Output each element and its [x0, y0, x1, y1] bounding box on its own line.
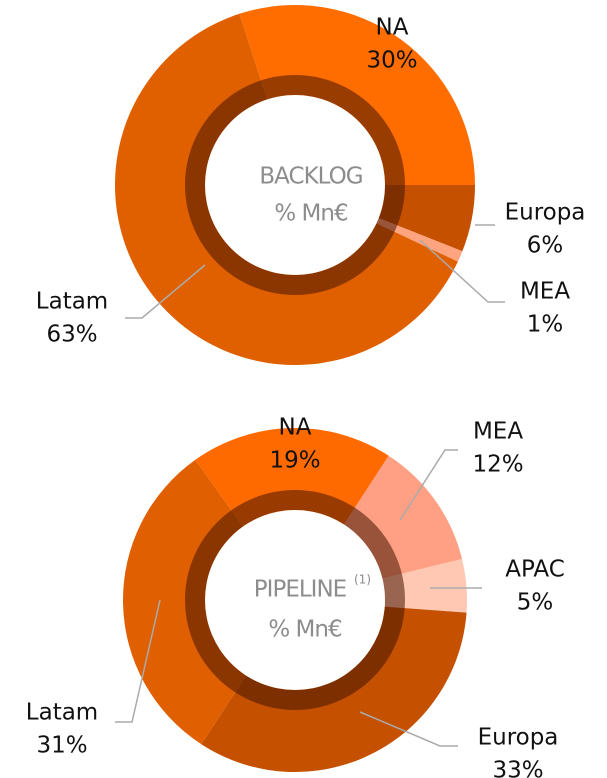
value-label: 1%	[527, 312, 564, 338]
hole	[205, 95, 385, 275]
value-label: 63%	[46, 322, 97, 348]
value-label: 12%	[472, 452, 523, 478]
slice-label: MEA	[473, 419, 523, 445]
leader	[125, 264, 206, 319]
slice-label: Europa	[505, 200, 586, 226]
slice-label: Europa	[478, 725, 559, 751]
center-sup: (1)	[354, 573, 371, 587]
value-label: 33%	[492, 758, 543, 778]
leader	[359, 711, 458, 747]
slice-label: NA	[279, 415, 312, 441]
leader	[399, 449, 458, 521]
value-label: 5%	[517, 590, 554, 616]
value-label: 6%	[527, 233, 564, 259]
inner-ring	[185, 75, 405, 295]
slice-label: APAC	[505, 557, 565, 583]
center-sub: % Mn€	[274, 201, 348, 227]
slice-label: NA	[376, 15, 409, 41]
leader	[115, 599, 161, 723]
value-label: 19%	[269, 448, 320, 474]
inner-ring	[185, 490, 405, 710]
value-label: 31%	[36, 733, 87, 759]
leader	[419, 239, 505, 303]
slice-label: MEA	[520, 279, 570, 305]
center-label: PIPELINE	[254, 577, 347, 603]
center-label: BACKLOG	[259, 164, 362, 190]
slice-label: Latam	[26, 700, 98, 726]
value-label: 30%	[366, 48, 417, 74]
hole	[205, 510, 385, 690]
center-sub: % Mn€	[268, 617, 342, 643]
slice-label: Latam	[36, 289, 108, 315]
